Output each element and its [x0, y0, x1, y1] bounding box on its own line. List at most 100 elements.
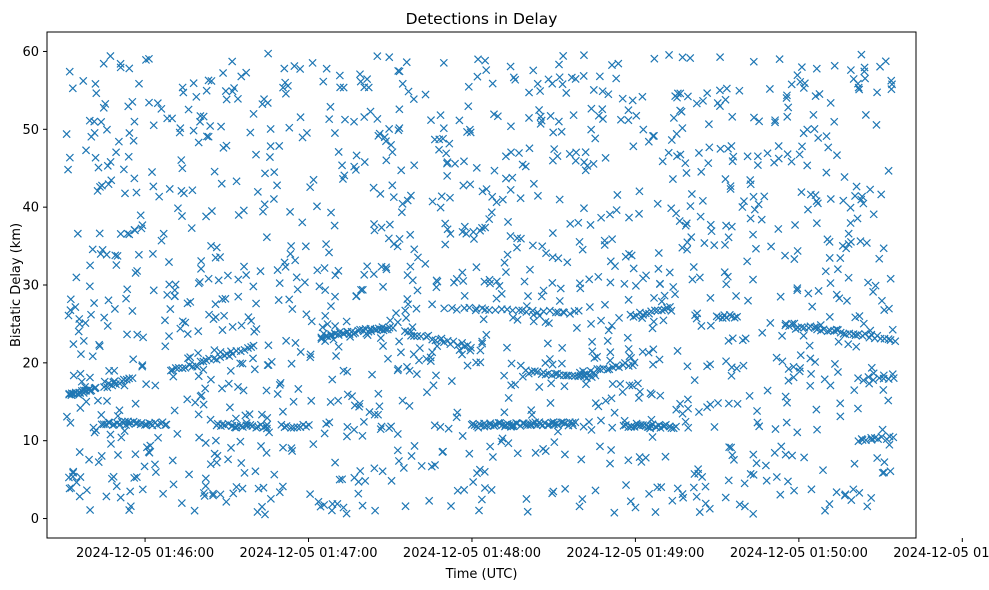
detection-point [706, 293, 715, 302]
detection-point [394, 364, 403, 373]
detection-point [486, 442, 495, 451]
detection-point [624, 116, 633, 125]
detection-point [796, 363, 805, 373]
chart-title: Detections in Delay [406, 10, 558, 28]
detection-point [770, 448, 779, 457]
detection-point [502, 343, 512, 352]
detection-point [672, 93, 682, 102]
detection-point [667, 204, 676, 213]
detection-point [86, 310, 96, 319]
detection-point [242, 270, 251, 280]
detection-point [393, 242, 402, 251]
detection-point [393, 318, 402, 327]
detection-point [452, 305, 461, 314]
detection-point [157, 236, 166, 245]
detection-point [675, 217, 684, 226]
detection-point [500, 258, 509, 267]
detection-point [662, 303, 672, 312]
detection-point [541, 317, 550, 326]
detection-point [75, 492, 84, 501]
detection-point [836, 254, 845, 263]
detection-point [97, 117, 106, 126]
detection-point [275, 380, 284, 389]
detection-point [244, 313, 253, 322]
detection-point [155, 192, 164, 201]
detection-point [682, 168, 691, 178]
detection-point [288, 304, 297, 314]
detection-point [377, 223, 386, 232]
detection-point [550, 145, 559, 154]
detection-point [300, 278, 309, 287]
detection-point [298, 133, 307, 142]
detection-point [85, 455, 94, 464]
detection-point [649, 131, 659, 140]
detection-point [694, 148, 703, 157]
detection-point [82, 146, 91, 155]
detection-point [637, 457, 646, 466]
detection-point [620, 279, 629, 288]
detection-point [103, 321, 112, 330]
detection-point [763, 386, 772, 395]
detection-point [342, 317, 351, 326]
detection-point [695, 273, 704, 282]
detection-point [276, 378, 285, 387]
detection-point [105, 366, 114, 375]
detection-point [679, 493, 688, 502]
detection-point [64, 165, 73, 174]
detection-point [698, 96, 708, 105]
detection-point [188, 186, 197, 195]
detection-point [306, 353, 315, 362]
detection-point [412, 304, 421, 313]
detection-point [607, 445, 616, 455]
detection-point [782, 93, 791, 103]
detection-point [600, 300, 609, 309]
detection-point [782, 91, 791, 100]
detection-point [223, 271, 232, 280]
detection-point [69, 468, 78, 477]
detection-point [635, 453, 644, 462]
detection-point [86, 261, 95, 270]
detection-point [799, 83, 808, 93]
detection-point [379, 341, 388, 350]
detection-point [879, 385, 888, 395]
detection-point [821, 506, 830, 515]
detection-point [558, 343, 567, 352]
detection-point [551, 308, 560, 317]
detection-point [528, 241, 537, 250]
detection-point [806, 354, 815, 363]
detection-point [810, 124, 819, 133]
detection-point [627, 422, 636, 431]
detection-point [603, 336, 612, 345]
detection-point [165, 332, 174, 341]
detection-point [97, 181, 106, 190]
detection-point [363, 262, 372, 271]
detection-point [149, 182, 158, 191]
detection-point [716, 53, 725, 62]
detection-point [348, 392, 357, 401]
detection-point [85, 282, 94, 291]
detection-point [358, 501, 367, 510]
detection-point [539, 286, 548, 295]
detection-point [855, 312, 864, 321]
detection-point [672, 129, 681, 138]
detection-point [509, 313, 518, 322]
detection-point [401, 502, 410, 511]
detection-point [645, 489, 654, 498]
detection-point [586, 220, 595, 229]
detection-point [79, 336, 88, 345]
detection-point [797, 63, 806, 72]
detection-point [722, 221, 731, 230]
detection-point [765, 84, 774, 93]
detection-point [403, 271, 412, 280]
detection-point [707, 227, 716, 236]
detection-point [793, 428, 802, 437]
detection-point [65, 484, 74, 493]
detection-point [888, 325, 897, 334]
detection-point [814, 133, 823, 143]
detection-point [654, 264, 663, 273]
detection-point [597, 316, 606, 325]
detection-point [522, 494, 531, 503]
detection-point [253, 507, 262, 516]
detection-point [653, 483, 662, 492]
detection-point [606, 278, 615, 287]
